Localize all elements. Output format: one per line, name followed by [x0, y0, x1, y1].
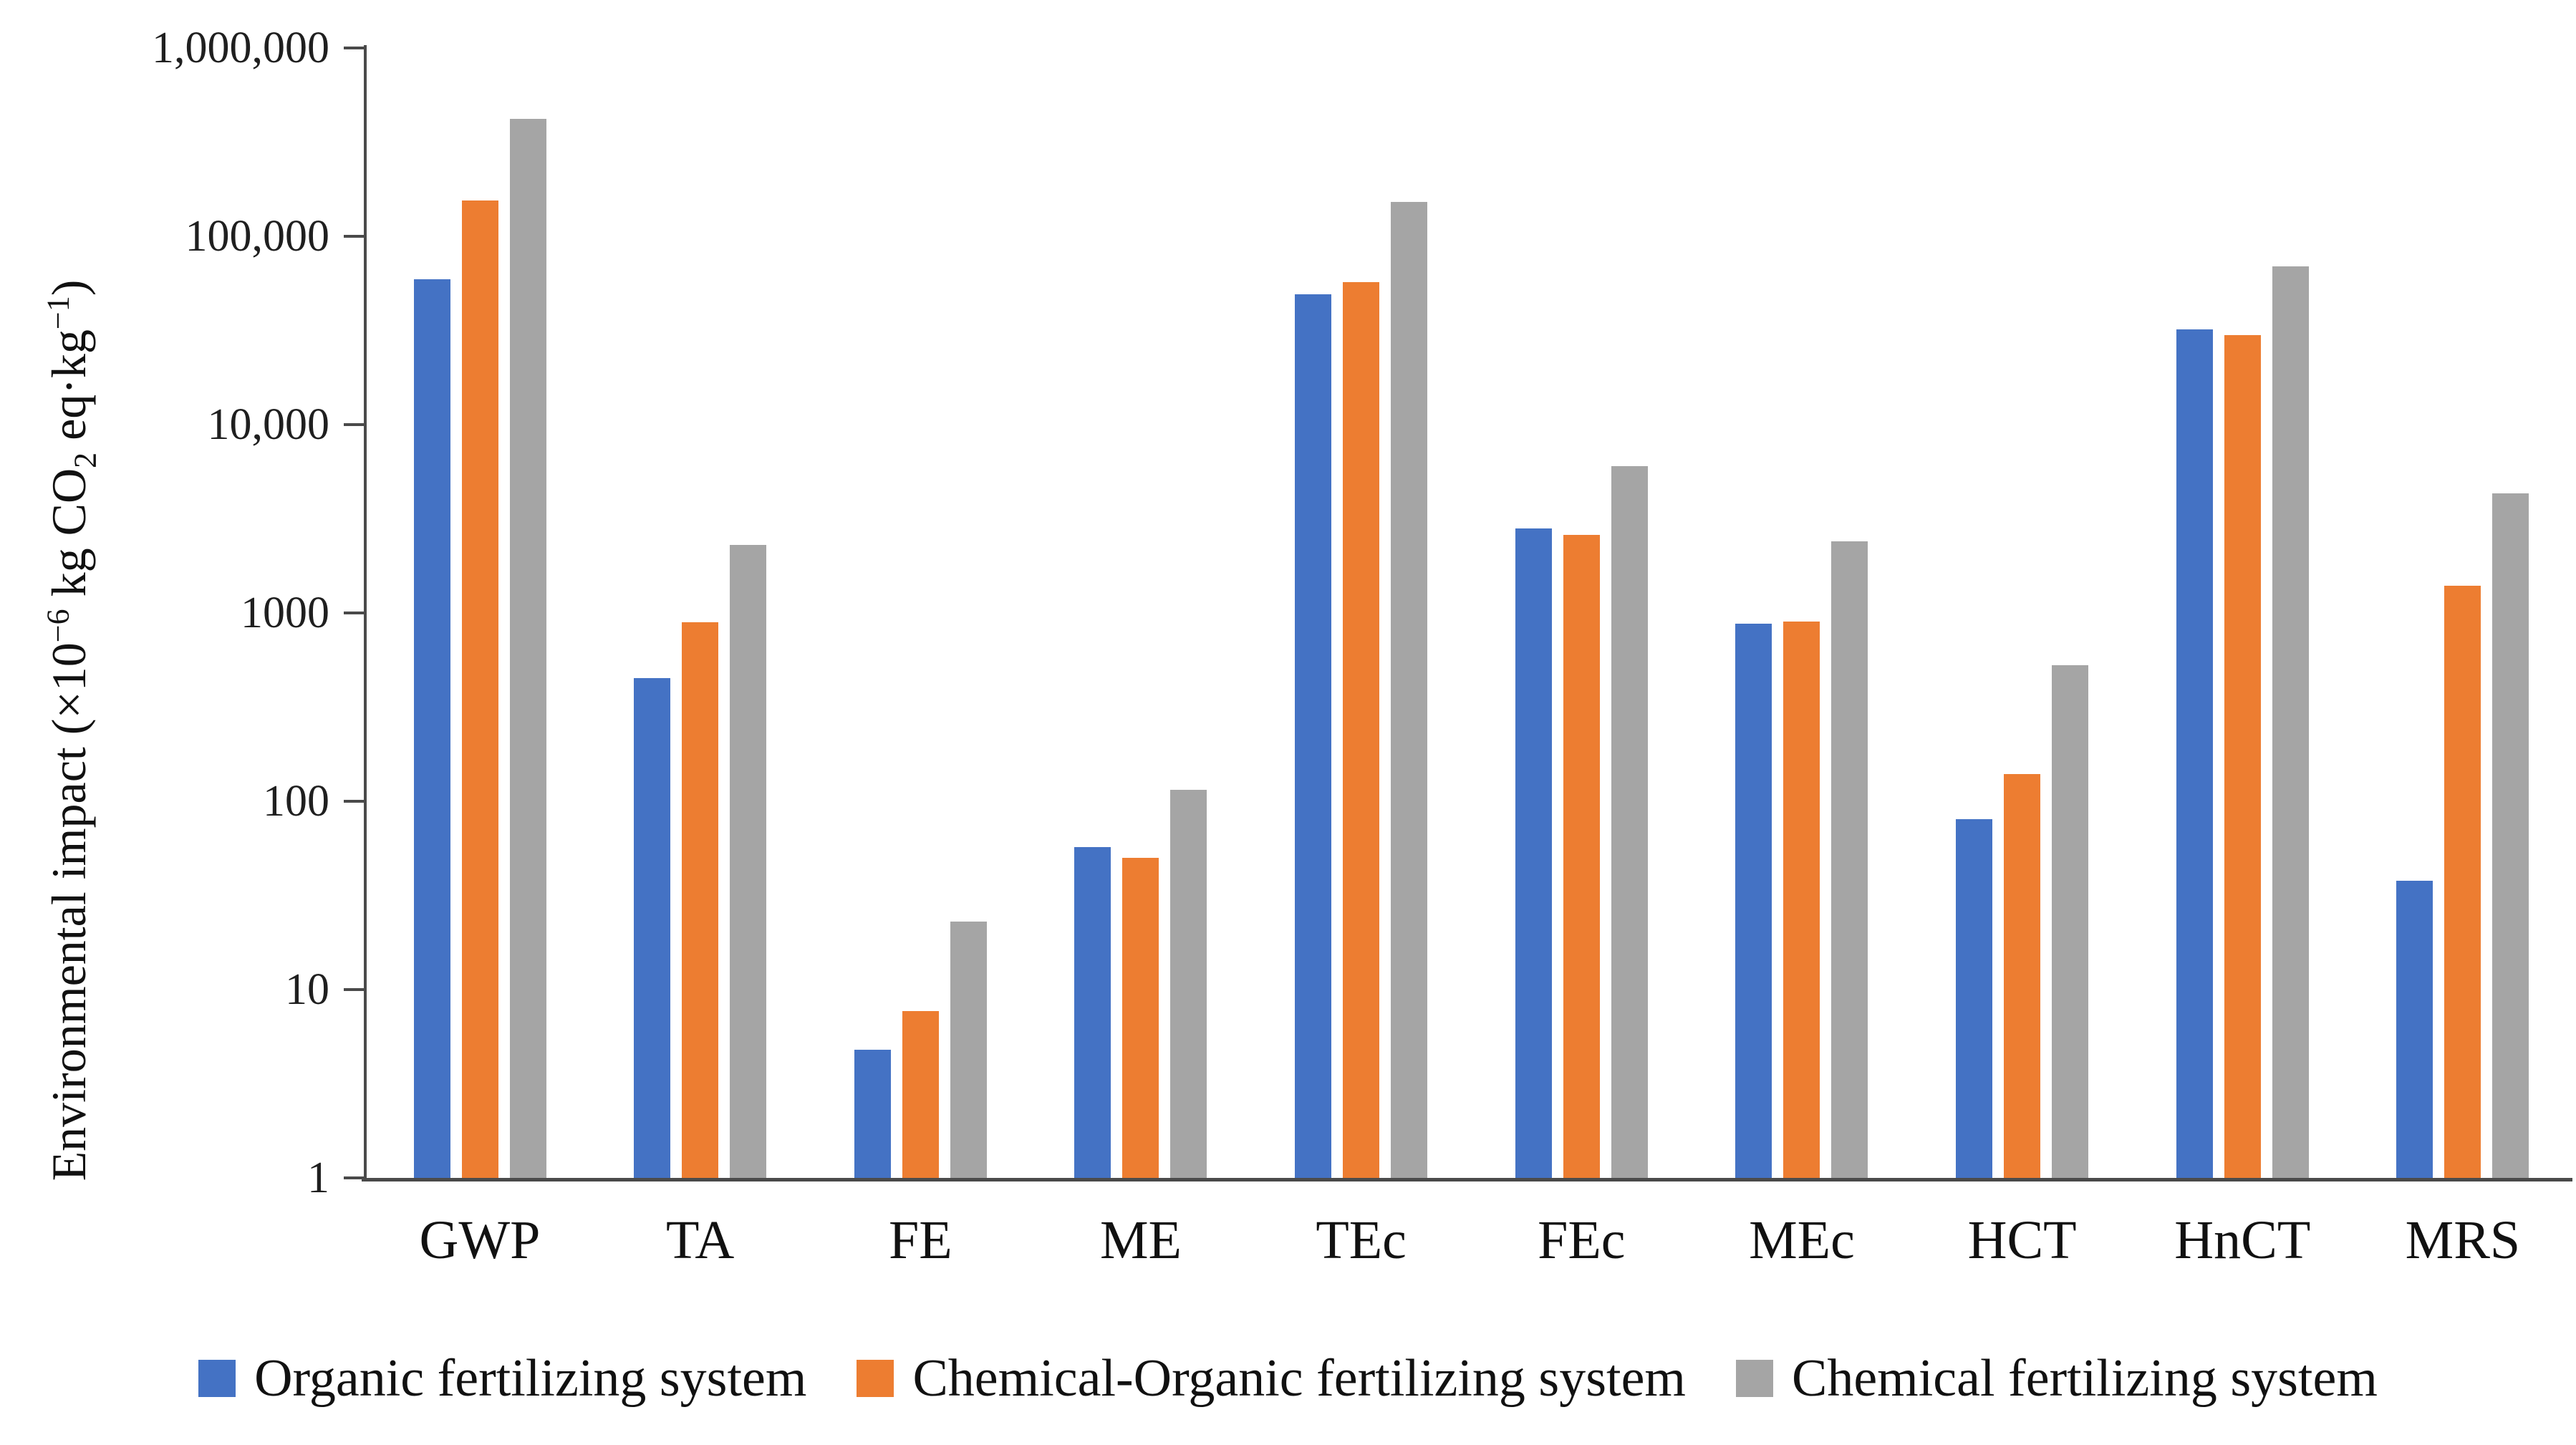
bar-HnCT-series-3: [2272, 266, 2309, 1178]
bar-GWP-series-2: [462, 200, 498, 1178]
bar-MEc-series-2: [1783, 622, 1820, 1178]
y-tick-mark: [344, 1176, 365, 1179]
y-tick-mark: [344, 800, 365, 803]
legend-swatch-icon: [1735, 1360, 1773, 1397]
y-axis-title-subscript: 2: [67, 452, 103, 468]
bar-HCT-series-3: [2052, 665, 2088, 1178]
bar-TA-series-2: [682, 622, 718, 1178]
bar-FE-series-3: [950, 922, 987, 1178]
x-category-label-FE: FE: [888, 1210, 952, 1270]
bar-FE-series-1: [854, 1050, 891, 1178]
bar-FEc-series-1: [1515, 528, 1552, 1178]
y-axis-title-text: kg CO: [42, 468, 97, 609]
bar-GWP-series-3: [510, 119, 546, 1178]
y-axis-title-text: Environmental impact (×10: [42, 642, 97, 1181]
x-category-label-TEc: TEc: [1316, 1210, 1407, 1270]
bar-MRS-series-2: [2444, 586, 2481, 1178]
y-tick-label: 1: [307, 1154, 329, 1202]
bar-HCT-series-2: [2004, 774, 2040, 1178]
x-category-label-HnCT: HnCT: [2174, 1210, 2311, 1270]
y-tick-mark: [344, 47, 365, 49]
y-tick-mark: [344, 612, 365, 614]
x-category-label-MRS: MRS: [2405, 1210, 2521, 1270]
bar-MRS-series-1: [2396, 881, 2433, 1178]
bar-ME-series-3: [1170, 790, 1207, 1178]
bar-HCT-series-1: [1956, 819, 1992, 1178]
bar-MEc-series-1: [1735, 624, 1772, 1178]
legend-swatch-icon: [857, 1360, 894, 1397]
x-axis-line: [362, 1178, 2572, 1181]
y-tick-mark: [344, 988, 365, 991]
bar-TEc-series-3: [1391, 202, 1427, 1178]
y-tick-label: 10: [285, 965, 329, 1014]
legend-item-2: Chemical-Organic fertilizing system: [857, 1350, 1686, 1407]
bar-HnCT-series-1: [2176, 329, 2213, 1178]
x-category-label-FEc: FEc: [1538, 1210, 1626, 1270]
x-category-label-ME: ME: [1099, 1210, 1182, 1270]
bar-HnCT-series-2: [2224, 335, 2261, 1178]
y-tick-mark: [344, 423, 365, 426]
y-tick-label: 100,000: [185, 212, 330, 261]
y-tick-label: 100: [263, 777, 329, 826]
bar-ME-series-1: [1074, 847, 1111, 1178]
y-axis-line: [364, 45, 367, 1179]
legend-item-3: Chemical fertilizing system: [1735, 1349, 2378, 1408]
bar-FEc-series-2: [1563, 535, 1600, 1178]
legend-swatch-icon: [198, 1360, 236, 1397]
y-tick-label: 1000: [241, 589, 329, 637]
bar-FEc-series-3: [1611, 466, 1648, 1178]
bar-GWP-series-1: [414, 279, 450, 1178]
legend-item-1: Organic fertilizing system: [198, 1350, 806, 1407]
y-tick-label: 10,000: [207, 400, 330, 449]
bar-ME-series-2: [1122, 858, 1159, 1178]
bar-FE-series-2: [902, 1011, 939, 1178]
legend-label: Chemical fertilizing system: [1791, 1349, 2378, 1408]
y-axis-title-text: ): [42, 279, 97, 296]
legend-label: Chemical-Organic fertilizing system: [912, 1349, 1686, 1408]
y-tick-label: 1,000,000: [152, 24, 329, 72]
y-axis-title-superscript: −1: [40, 296, 76, 330]
x-category-label-HCT: HCT: [1967, 1210, 2077, 1270]
bar-MRS-series-3: [2492, 493, 2529, 1178]
bar-TA-series-3: [730, 545, 766, 1178]
x-category-label-GWP: GWP: [419, 1210, 541, 1270]
bar-TEc-series-2: [1343, 282, 1379, 1178]
bar-TEc-series-1: [1295, 294, 1331, 1178]
x-category-label-TA: TA: [666, 1210, 735, 1270]
x-category-label-MEc: MEc: [1749, 1210, 1855, 1270]
legend: Organic fertilizing system Chemical-Organ…: [0, 1350, 2576, 1407]
bar-TA-series-1: [634, 678, 670, 1178]
bar-MEc-series-3: [1831, 541, 1868, 1178]
y-tick-mark: [344, 235, 365, 238]
legend-label: Organic fertilizing system: [254, 1349, 807, 1408]
